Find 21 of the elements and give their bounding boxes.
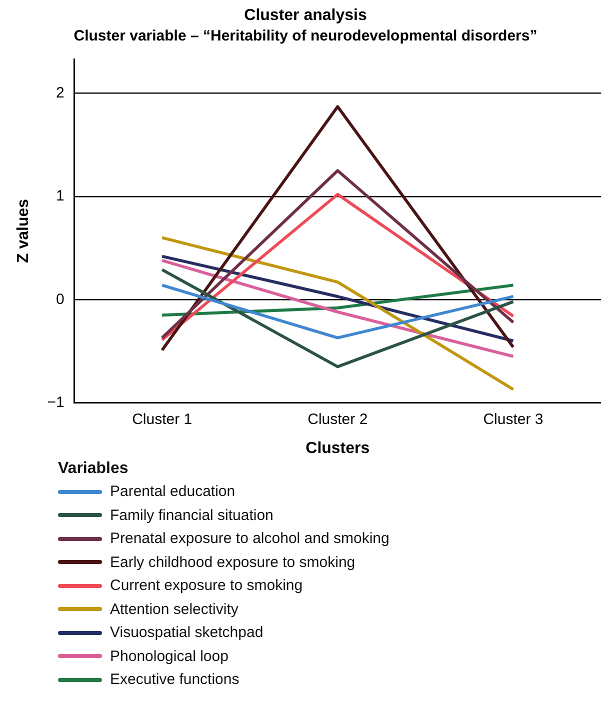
legend-label: Early childhood exposure to smoking <box>110 554 356 571</box>
legend-label: Prenatal exposure to alcohol and smoking <box>110 530 390 548</box>
chart-subtitle: Cluster variable – “Heritability of neurodevelopmental disorders” <box>74 27 538 44</box>
y-tick-label: 0 <box>56 290 64 308</box>
legend-label: Visuospatial sketchpad <box>110 624 264 642</box>
x-axis-title: Clusters <box>306 440 370 457</box>
x-tick-label: Cluster 3 <box>483 410 544 428</box>
y-axis-title: Z values <box>15 198 32 264</box>
legend-label: Attention selectivity <box>110 600 238 618</box>
y-tick-label: 2 <box>56 84 64 102</box>
y-tick-label: 1 <box>56 188 64 205</box>
y-tick-label: −1 <box>47 394 64 411</box>
legend-title: Variables <box>58 460 130 478</box>
x-tick-label: Cluster 1 <box>132 410 192 428</box>
legend-label: Current exposure to smoking <box>110 577 303 594</box>
x-tick-label: Cluster 2 <box>308 410 368 428</box>
legend-label: Family financial situation <box>110 506 274 524</box>
chart-title: Cluster analysis <box>244 7 367 24</box>
legend-label: Parental education <box>110 483 236 500</box>
legend-label: Phonological loop <box>110 648 228 665</box>
legend-label: Executive functions <box>110 671 240 688</box>
